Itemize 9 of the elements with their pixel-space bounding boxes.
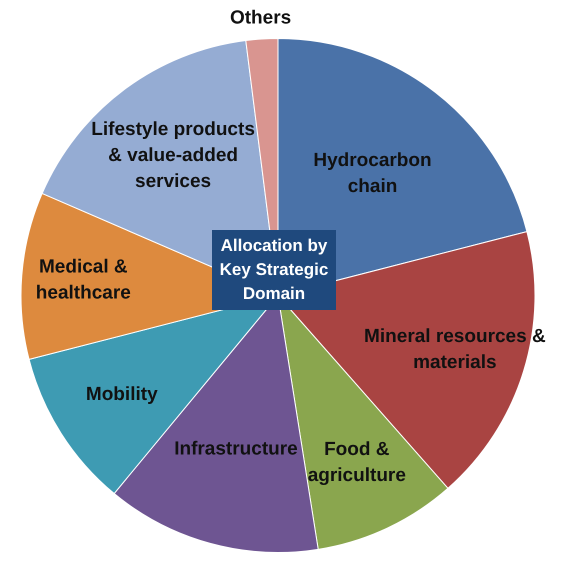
text: Allocation by Key Strategic Domain — [212, 230, 336, 310]
slice-label: Infrastructure — [174, 438, 298, 460]
slice-label: Others — [230, 8, 292, 29]
slice-label: Medical & healthcare — [36, 256, 131, 304]
slice-label: Food & agriculture — [308, 439, 406, 486]
slice-label: Mobility — [86, 384, 158, 405]
slice-label: Lifestyle products & value-added services — [91, 118, 255, 192]
slice-label: Hydrocarbon chain — [313, 150, 432, 197]
slice-label: Mineral resources & materials — [364, 326, 546, 374]
